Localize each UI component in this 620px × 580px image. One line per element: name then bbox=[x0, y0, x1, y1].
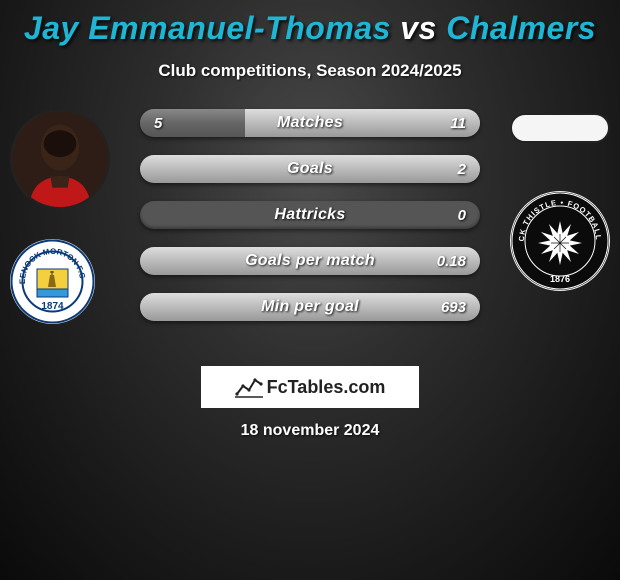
bar-value-right: 2 bbox=[458, 155, 466, 183]
comparison-title: Jay Emmanuel-Thomas vs Chalmers bbox=[0, 0, 620, 47]
bar-label: Goals bbox=[140, 155, 480, 183]
fctables-text: FcTables.com bbox=[267, 377, 386, 398]
title-player2: Chalmers bbox=[446, 10, 596, 46]
stat-bar: Goals per match0.18 bbox=[140, 247, 480, 275]
footer-date: 18 november 2024 bbox=[0, 422, 620, 440]
subtitle: Club competitions, Season 2024/2025 bbox=[0, 61, 620, 81]
comparison-content: GREENOCK MORTON F.C LTD 1874 PARTICK THI… bbox=[0, 109, 620, 379]
morton-badge-icon: GREENOCK MORTON F.C LTD 1874 bbox=[10, 239, 95, 324]
bar-label: Goals per match bbox=[140, 247, 480, 275]
stat-bar: Goals2 bbox=[140, 155, 480, 183]
stat-bar: Hattricks0 bbox=[140, 201, 480, 229]
bar-value-left: 5 bbox=[154, 109, 162, 137]
bar-label: Hattricks bbox=[140, 201, 480, 229]
player2-column: PARTICK THISTLE • FOOTBALL CLUB 1876 bbox=[500, 109, 610, 291]
player1-column: GREENOCK MORTON F.C LTD 1874 bbox=[10, 109, 120, 324]
player1-club-badge: GREENOCK MORTON F.C LTD 1874 bbox=[10, 239, 95, 324]
player2-avatar bbox=[510, 113, 610, 143]
fctables-logo: FcTables.com bbox=[201, 366, 419, 408]
player2-club-badge: PARTICK THISTLE • FOOTBALL CLUB 1876 bbox=[510, 191, 610, 291]
player1-avatar-icon bbox=[12, 109, 108, 209]
svg-text:1874: 1874 bbox=[41, 301, 64, 312]
player1-avatar bbox=[10, 109, 110, 209]
title-player1: Jay Emmanuel-Thomas bbox=[24, 10, 391, 46]
bar-value-right: 693 bbox=[441, 293, 466, 321]
bar-label: Matches bbox=[140, 109, 480, 137]
title-vs: vs bbox=[400, 10, 437, 46]
bar-value-right: 0 bbox=[458, 201, 466, 229]
chart-icon bbox=[235, 376, 263, 398]
bar-value-right: 11 bbox=[450, 109, 466, 137]
svg-text:1876: 1876 bbox=[550, 274, 570, 284]
stat-bar: Min per goal693 bbox=[140, 293, 480, 321]
partick-badge-icon: PARTICK THISTLE • FOOTBALL CLUB 1876 bbox=[510, 191, 610, 291]
stat-bar: Matches5 11 bbox=[140, 109, 480, 137]
bar-label: Min per goal bbox=[140, 293, 480, 321]
bar-value-right: 0.18 bbox=[437, 247, 466, 275]
stat-bars: Matches5 11 Goals2 Hattricks0 Goals per matc… bbox=[140, 109, 480, 339]
